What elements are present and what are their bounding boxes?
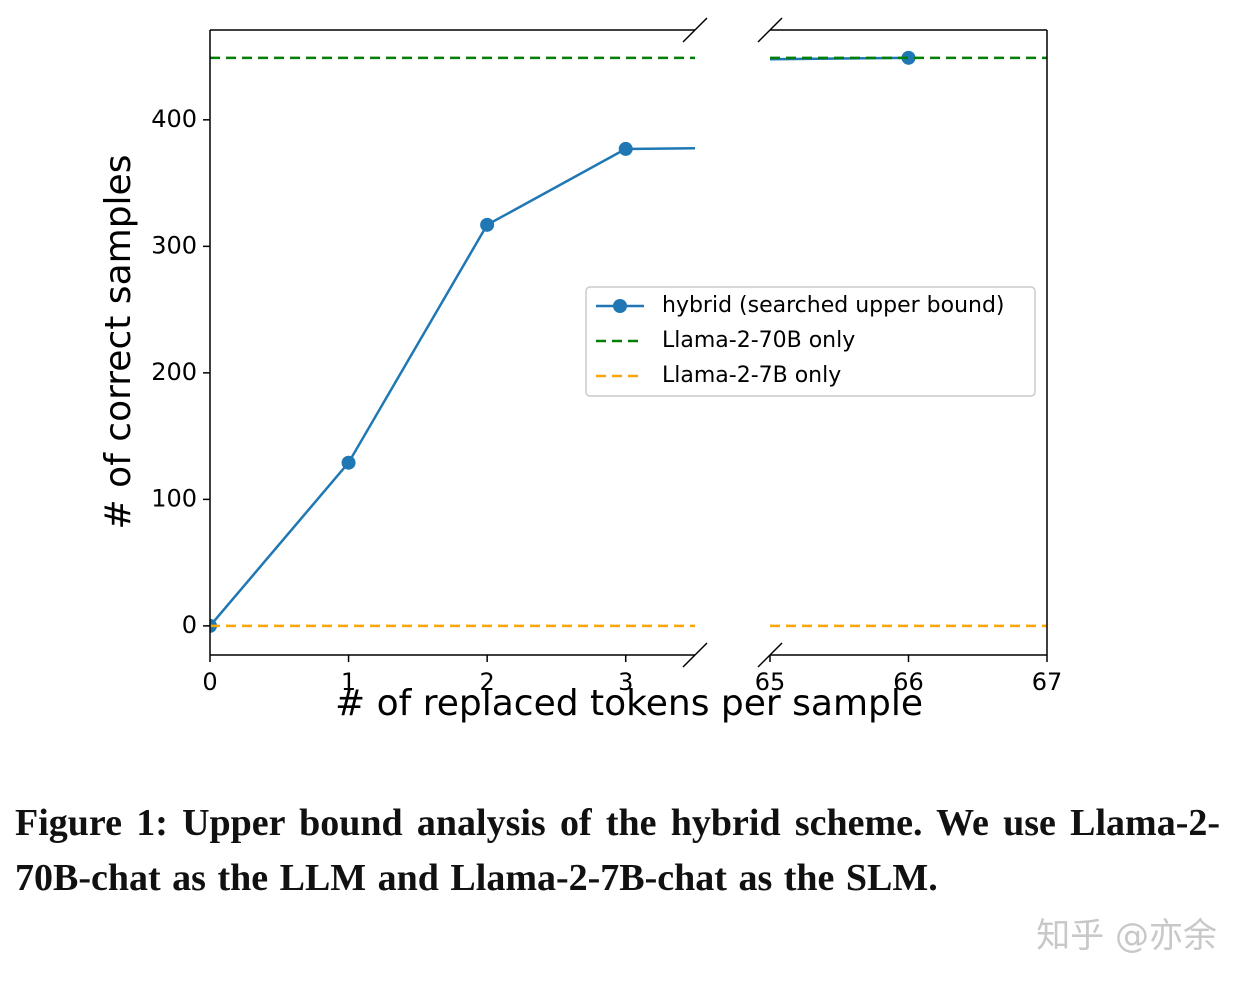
x-tick-label: 0 bbox=[202, 668, 217, 696]
data-point bbox=[901, 50, 916, 65]
y-axis-label: # of correct samples bbox=[98, 155, 139, 530]
data-point bbox=[618, 141, 633, 156]
axis-break bbox=[757, 17, 783, 43]
panel bbox=[770, 50, 1047, 628]
legend-label: Llama-2-70B only bbox=[662, 328, 855, 353]
x-tick-label: 66 bbox=[893, 668, 924, 696]
watermark: 知乎 @亦余 bbox=[1036, 916, 1217, 956]
legend-label: Llama-2-7B only bbox=[662, 363, 841, 388]
x-tick-label: 1 bbox=[341, 668, 356, 696]
data-point bbox=[480, 217, 495, 232]
data-point bbox=[341, 455, 356, 470]
axis-break bbox=[682, 17, 708, 43]
y-tick-label: 200 bbox=[151, 358, 197, 386]
y-tick-label: 0 bbox=[182, 611, 197, 639]
x-axis-label: # of replaced tokens per sample bbox=[335, 683, 923, 724]
y-tick-label: 100 bbox=[151, 484, 197, 512]
x-tick-label: 3 bbox=[618, 668, 633, 696]
x-tick-label: 65 bbox=[755, 668, 786, 696]
y-tick-label: 300 bbox=[151, 231, 197, 259]
x-tick-label: 67 bbox=[1032, 668, 1063, 696]
legend-box bbox=[585, 286, 1036, 397]
panel bbox=[210, 56, 695, 633]
axis-break bbox=[682, 642, 708, 668]
chart: # of replaced tokens per sample # of cor… bbox=[98, 17, 1063, 724]
caption: Figure 1: Upper bound analysis of the hy… bbox=[15, 802, 1220, 899]
x-tick-label: 2 bbox=[480, 668, 495, 696]
legend-marker bbox=[613, 299, 627, 313]
y-tick-label: 400 bbox=[151, 105, 197, 133]
legend-label: hybrid (searched upper bound) bbox=[662, 293, 1005, 318]
